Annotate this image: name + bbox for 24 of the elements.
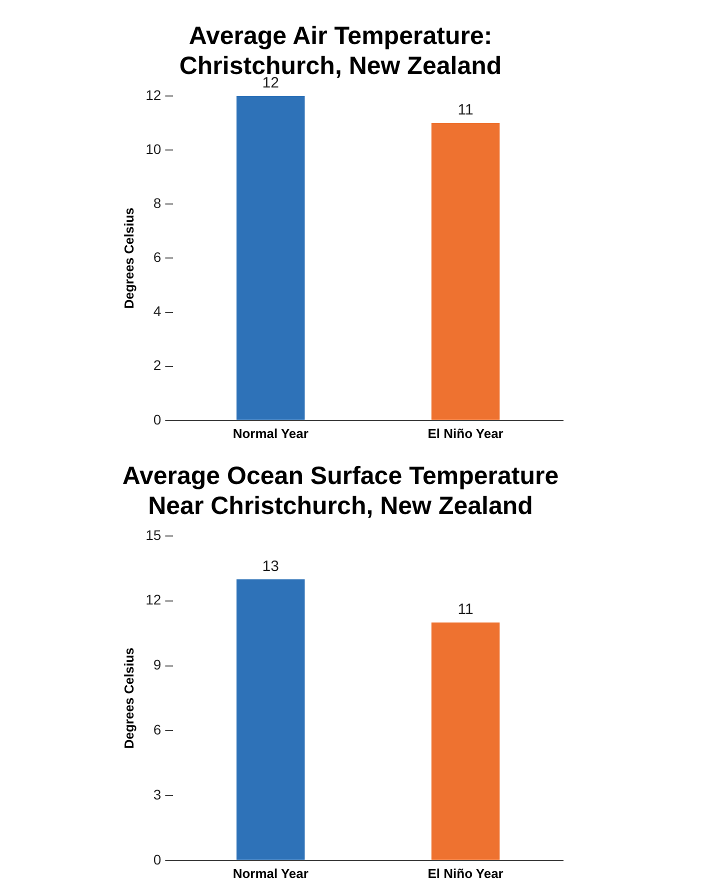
y-tick-label: 6	[153, 249, 162, 266]
y-tick-label: 2	[153, 357, 162, 374]
data-label: 11	[458, 601, 474, 618]
y-tick-label: 3	[153, 786, 162, 802]
data-label: 11	[458, 102, 474, 119]
y-axis-title: Degrees Celsius	[121, 648, 136, 749]
x-tick-label: El Niño Year	[428, 866, 504, 881]
y-axis-title: Degrees Celsius	[121, 208, 136, 309]
y-tick-label: 8	[153, 194, 162, 211]
y-tick-label: 12	[146, 86, 162, 103]
y-tick-label: 12	[146, 592, 162, 608]
x-tick-label: Normal Year	[232, 866, 308, 881]
data-label: 12	[262, 74, 279, 92]
y-tick-label: 15	[146, 526, 162, 543]
x-tick-label: El Niño Year	[428, 426, 504, 441]
y-tick-label: 0	[153, 851, 162, 868]
chart-title: Average Ocean Surface Temperature Near Christchurch, New Zealand	[122, 462, 559, 520]
y-tick-label: 6	[153, 722, 162, 738]
x-tick-label: Normal Year	[232, 426, 308, 441]
y-tick-label: 9	[153, 656, 162, 673]
y-tick-label: 0	[153, 411, 162, 428]
y-tick-label: 4	[153, 303, 162, 320]
data-label: 13	[262, 558, 279, 575]
y-tick-label: 10	[146, 140, 162, 157]
